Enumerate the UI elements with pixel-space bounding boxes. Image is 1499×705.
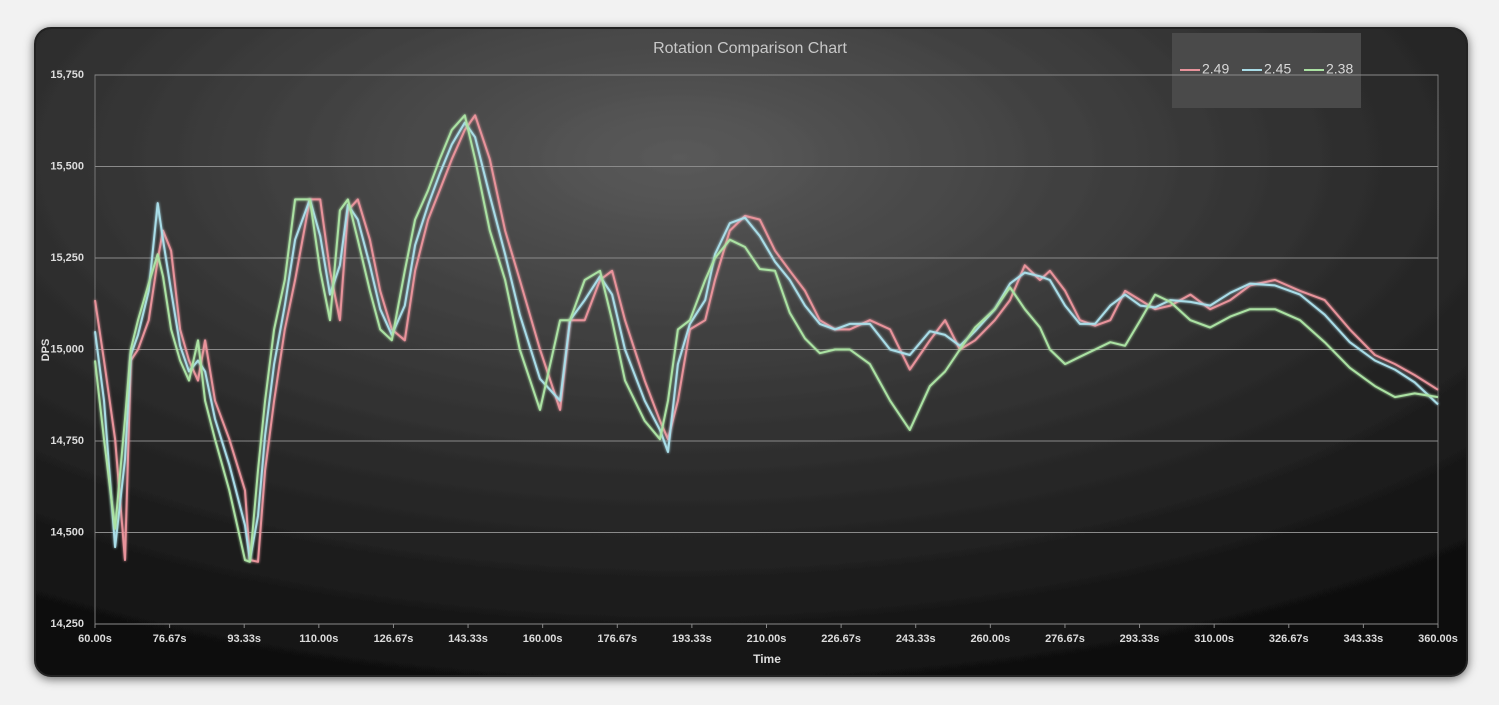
y-tick-label: 14,750 — [50, 435, 84, 447]
x-tick-label: 260.00s — [970, 633, 1010, 645]
y-tick-label: 15,500 — [50, 160, 84, 172]
legend-box — [1172, 33, 1361, 108]
x-tick-label: 210.00s — [747, 633, 787, 645]
x-tick-label: 60.00s — [78, 633, 112, 645]
x-tick-label: 293.33s — [1120, 633, 1160, 645]
y-axis-label: DPS — [40, 339, 52, 362]
x-tick-label: 93.33s — [227, 633, 261, 645]
series-line — [94, 114, 1439, 563]
x-tick-label: 76.67s — [153, 633, 187, 645]
x-tick-label: 160.00s — [523, 633, 563, 645]
x-tick-label: 310.00s — [1194, 633, 1234, 645]
legend: 2.49 2.45 2.38 — [1180, 61, 1353, 77]
x-tick-label: 143.33s — [448, 633, 488, 645]
series-line — [94, 121, 1439, 561]
y-tick-label: 15,750 — [50, 69, 84, 81]
x-tick-label: 176.67s — [597, 633, 637, 645]
y-tick-label: 14,500 — [50, 526, 84, 538]
x-tick-label: 326.67s — [1269, 633, 1309, 645]
y-tick-label: 15,250 — [50, 252, 84, 264]
x-tick-label: 226.67s — [821, 633, 861, 645]
x-tick-label: 193.33s — [672, 633, 712, 645]
legend-label: 2.38 — [1326, 61, 1353, 77]
legend-label: 2.49 — [1202, 61, 1229, 77]
x-axis-label: Time — [753, 652, 781, 666]
x-tick-label: 110.00s — [299, 633, 338, 645]
y-tick-label: 14,250 — [50, 618, 84, 630]
series-line — [94, 114, 1439, 563]
x-tick-label: 276.67s — [1045, 633, 1085, 645]
y-tick-label: 15,000 — [50, 343, 84, 355]
chart-panel — [34, 27, 1468, 677]
chart-title: Rotation Comparison Chart — [653, 40, 847, 57]
x-tick-label: 360.00s — [1418, 633, 1458, 645]
x-tick-label: 343.33s — [1343, 633, 1383, 645]
legend-label: 2.45 — [1264, 61, 1291, 77]
x-tick-label: 243.33s — [896, 633, 936, 645]
x-tick-label: 126.67s — [374, 633, 414, 645]
